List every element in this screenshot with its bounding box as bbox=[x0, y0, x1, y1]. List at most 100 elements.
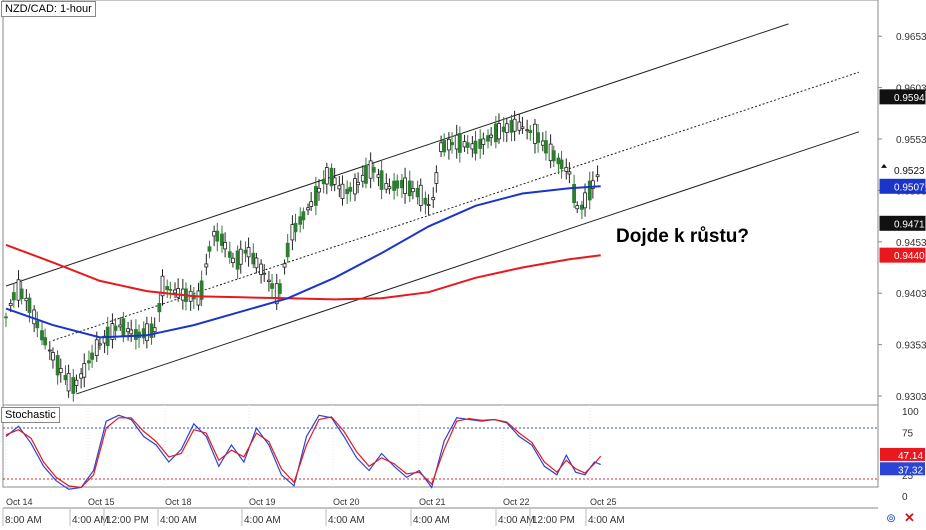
candle bbox=[400, 179, 404, 189]
candle bbox=[454, 134, 459, 150]
candle bbox=[360, 174, 365, 182]
candle bbox=[501, 126, 506, 133]
candle bbox=[306, 207, 310, 211]
candle bbox=[540, 140, 545, 146]
candle bbox=[40, 330, 44, 341]
candle bbox=[478, 138, 483, 149]
candle bbox=[223, 242, 228, 250]
candle bbox=[493, 123, 498, 143]
candle bbox=[446, 138, 451, 151]
candle bbox=[410, 188, 415, 193]
stochastic-value-label: 47.14 bbox=[898, 451, 923, 462]
candle bbox=[395, 180, 400, 189]
candle bbox=[160, 275, 165, 297]
candle bbox=[8, 303, 13, 307]
candle bbox=[379, 170, 384, 190]
date-label: Oct 21 bbox=[419, 497, 446, 507]
candle bbox=[66, 372, 71, 392]
candle bbox=[262, 272, 267, 275]
candle bbox=[489, 134, 494, 138]
candle bbox=[220, 233, 224, 246]
candle bbox=[231, 257, 235, 264]
candle bbox=[544, 140, 548, 154]
candle bbox=[329, 167, 334, 187]
candle bbox=[238, 248, 243, 265]
candle bbox=[90, 352, 94, 360]
candle bbox=[141, 328, 146, 339]
candle bbox=[392, 180, 397, 191]
candle bbox=[87, 360, 91, 364]
date-label: Oct 15 bbox=[88, 497, 115, 507]
time-label: 4:00 AM bbox=[413, 515, 450, 526]
candle bbox=[27, 297, 32, 313]
time-label: 4:00 AM bbox=[498, 515, 535, 526]
candle bbox=[504, 123, 509, 134]
candle bbox=[285, 242, 290, 258]
candle bbox=[173, 289, 177, 294]
candle bbox=[517, 121, 522, 131]
stochastic-value-label: 37.32 bbox=[898, 465, 923, 476]
time-label: 4:00 AM bbox=[244, 515, 281, 526]
time-label: 4:00 AM bbox=[588, 515, 625, 526]
candle bbox=[587, 180, 592, 201]
candle bbox=[309, 201, 314, 207]
candle bbox=[24, 297, 29, 302]
candle bbox=[199, 280, 204, 300]
price-marker bbox=[879, 162, 926, 178]
candle bbox=[118, 324, 123, 328]
price-pane-frame bbox=[2, 0, 879, 406]
candle bbox=[290, 224, 295, 241]
moving-average-blue bbox=[5, 185, 601, 339]
candle bbox=[572, 184, 576, 203]
candle bbox=[551, 150, 556, 162]
candle bbox=[371, 167, 376, 173]
candle bbox=[533, 123, 537, 144]
candle bbox=[55, 355, 60, 376]
candle bbox=[364, 165, 368, 184]
channel-middle-line bbox=[52, 71, 860, 341]
candle bbox=[332, 177, 337, 185]
candle bbox=[528, 130, 533, 134]
tradingview-logo-icon[interactable]: ⊚ bbox=[886, 511, 897, 525]
symbol-label: NZD/CAD: 1-hour bbox=[1, 1, 96, 17]
candle bbox=[470, 143, 475, 150]
candle bbox=[243, 249, 248, 254]
close-icon[interactable]: ✕ bbox=[904, 510, 915, 525]
candle bbox=[298, 216, 303, 225]
candle bbox=[384, 183, 389, 190]
stochastic-tick-label: 100 bbox=[902, 407, 919, 418]
candle bbox=[129, 329, 134, 335]
price-marker-arrow bbox=[881, 163, 887, 168]
candle bbox=[317, 187, 321, 193]
price-marker-label: 0.9471 bbox=[894, 219, 925, 230]
candle bbox=[51, 352, 55, 361]
candle bbox=[340, 183, 345, 200]
candle bbox=[301, 211, 306, 221]
date-label: Oct 19 bbox=[249, 497, 276, 507]
price-tick-label: 0.9653 bbox=[896, 32, 926, 43]
date-label: Oct 25 bbox=[590, 497, 617, 507]
time-label: 4:00 AM bbox=[160, 515, 197, 526]
candle bbox=[58, 368, 63, 374]
time-label: 8:00 AM bbox=[5, 515, 42, 526]
annotation-text: Dojde k růstu? bbox=[616, 226, 750, 247]
candle bbox=[94, 339, 99, 357]
candle bbox=[212, 231, 217, 237]
candle bbox=[486, 135, 490, 142]
candle bbox=[11, 292, 16, 301]
price-marker bbox=[879, 247, 926, 263]
candle bbox=[525, 129, 530, 132]
candle bbox=[423, 197, 428, 205]
candle bbox=[575, 205, 580, 210]
candle bbox=[457, 133, 462, 153]
price-tick-label: 0.9603 bbox=[896, 84, 926, 95]
candle bbox=[277, 283, 282, 294]
candle bbox=[462, 141, 467, 148]
candle bbox=[321, 178, 326, 185]
candle bbox=[407, 180, 412, 197]
candle bbox=[227, 251, 232, 258]
stochastic-value-marker bbox=[880, 462, 925, 476]
date-label: Oct 14 bbox=[6, 497, 33, 507]
candle bbox=[16, 279, 21, 301]
